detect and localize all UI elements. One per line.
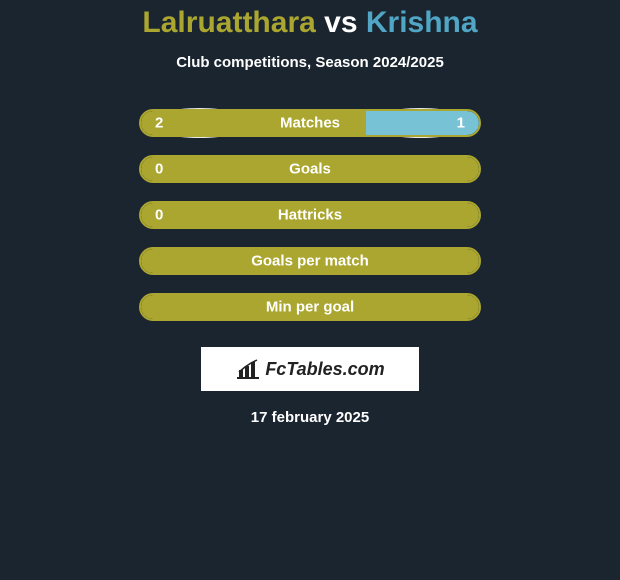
stat-label: Goals	[289, 161, 331, 178]
stat-row-matches: Matches 2 1	[139, 109, 481, 137]
stat-value-left: 2	[155, 115, 163, 132]
stat-label: Min per goal	[266, 299, 354, 316]
stat-label: Matches	[280, 115, 340, 132]
stat-row-gpm: Goals per match	[139, 247, 481, 275]
stat-value-right: 1	[457, 115, 465, 132]
stat-bar: Hattricks 0	[139, 201, 481, 229]
stat-bar: Min per goal	[139, 293, 481, 321]
stat-value-left: 0	[155, 161, 163, 178]
page-title: Lalruatthara vs Krishna	[142, 6, 477, 40]
stat-bar: Goals per match	[139, 247, 481, 275]
title-vs: vs	[324, 6, 357, 39]
comparison-infographic: Lalruatthara vs Krishna Club competition…	[0, 0, 620, 580]
subtitle: Club competitions, Season 2024/2025	[176, 54, 444, 71]
logo-box: FcTables.com	[201, 347, 419, 391]
date: 17 february 2025	[251, 409, 369, 426]
stat-bar: Matches 2 1	[139, 109, 481, 137]
stat-bar: Goals 0	[139, 155, 481, 183]
stat-row-goals: Goals 0	[139, 155, 481, 183]
logo-text: FcTables.com	[265, 359, 384, 380]
stat-value-left: 0	[155, 207, 163, 224]
stat-rows: Matches 2 1 Goals 0 Hattricks 0 Goals per match…	[139, 109, 481, 339]
title-player1: Lalruatthara	[142, 6, 315, 39]
title-player2: Krishna	[366, 6, 478, 39]
stat-row-hattricks: Hattricks 0	[139, 201, 481, 229]
stat-label: Goals per match	[251, 253, 369, 270]
stat-row-mpg: Min per goal	[139, 293, 481, 321]
chart-icon	[235, 358, 261, 380]
logo: FcTables.com	[235, 358, 384, 380]
stat-label: Hattricks	[278, 207, 342, 224]
